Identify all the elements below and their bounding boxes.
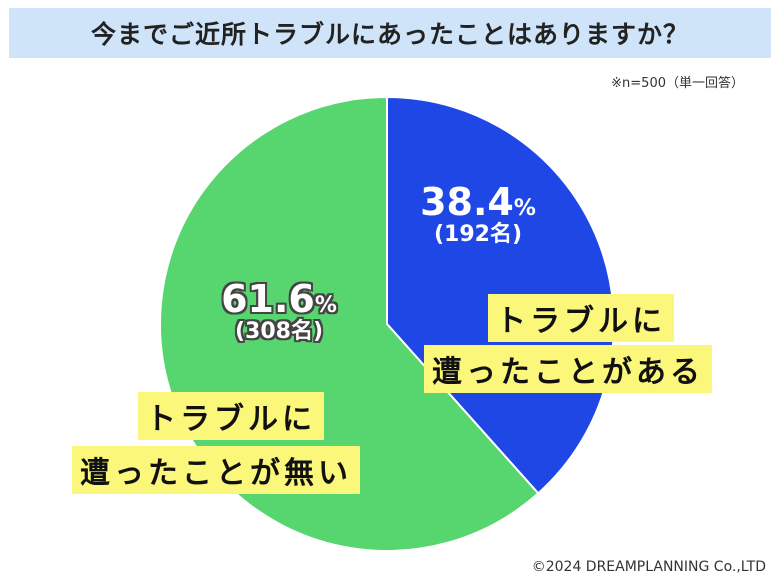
category-label-had-trouble-line1: トラブルに <box>488 294 674 342</box>
category-label-no-trouble-line1: トラブルに <box>138 392 324 440</box>
count-label-no-trouble: (308名) <box>234 318 324 344</box>
count-label-had-trouble: (192名) <box>433 221 523 247</box>
chart-title: 今までご近所トラブルにあったことはありますか？ <box>90 20 689 49</box>
sample-note: ※n=500（単一回答） <box>611 76 744 91</box>
data-label-no-trouble: 61.6% (308名) <box>204 279 354 344</box>
title-bar: 今までご近所トラブルにあったことはありますか？ <box>9 8 771 58</box>
data-label-had-trouble: 38.4% (192名) <box>398 182 558 247</box>
category-label-had-trouble-line2: 遭ったことがある <box>424 345 712 393</box>
copyright-credit: ©2024 DREAMPLANNING Co.,LTD <box>531 559 766 575</box>
category-label-no-trouble-line2: 遭ったことが無い <box>72 446 360 494</box>
